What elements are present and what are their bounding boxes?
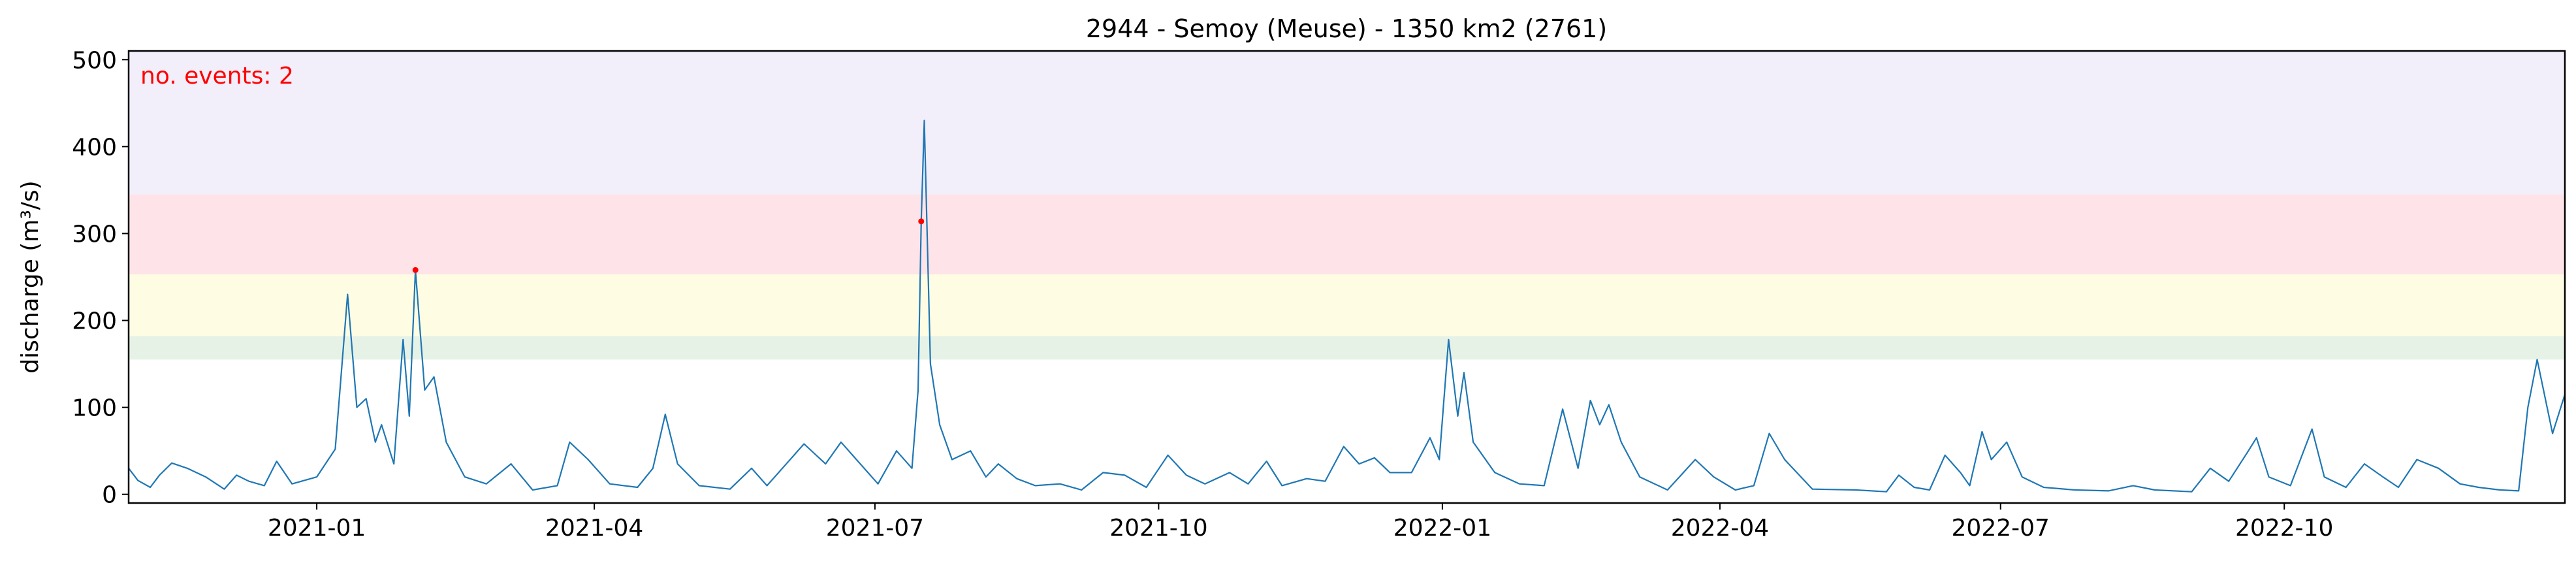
x-tick-label-1: 2021-04 bbox=[545, 515, 643, 542]
chart-title: 2944 - Semoy (Meuse) - 1350 km2 (2761) bbox=[1086, 14, 1607, 43]
y-tick-label-0: 0 bbox=[102, 482, 117, 509]
x-tick-label-5: 2022-04 bbox=[1671, 515, 1769, 542]
y-tick-label-2: 200 bbox=[72, 308, 117, 335]
event-count-annotation: no. events: 2 bbox=[140, 63, 294, 89]
x-tick-label-2: 2021-07 bbox=[826, 515, 924, 542]
y-tick-label-1: 100 bbox=[72, 395, 117, 422]
x-tick-label-0: 2021-01 bbox=[268, 515, 366, 542]
plot-frame bbox=[127, 50, 2566, 504]
y-tick-label-5: 500 bbox=[72, 47, 117, 74]
x-tick-label-3: 2021-10 bbox=[1109, 515, 1207, 542]
event-marker-1 bbox=[918, 218, 925, 225]
series-line-0 bbox=[128, 120, 2566, 493]
threshold-band-0 bbox=[129, 336, 2565, 360]
y-tick-label-4: 400 bbox=[72, 134, 117, 161]
x-tick-label-7: 2022-10 bbox=[2235, 515, 2333, 542]
threshold-bands bbox=[129, 51, 2565, 360]
threshold-band-3 bbox=[129, 51, 2565, 195]
event-markers bbox=[412, 218, 925, 273]
x-tick-label-4: 2022-01 bbox=[1393, 515, 1491, 542]
y-axis-label: discharge (m³/s) bbox=[17, 180, 44, 373]
x-tick-label-6: 2022-07 bbox=[1952, 515, 2050, 542]
threshold-band-1 bbox=[129, 274, 2565, 336]
series-layer bbox=[128, 120, 2566, 493]
y-axis: 0 100 200 300 400 500 bbox=[72, 47, 129, 509]
y-tick-label-3: 300 bbox=[72, 221, 117, 248]
threshold-band-2 bbox=[129, 194, 2565, 275]
x-axis: 2021-01 2021-04 2021-07 2021-10 2022-01 2022-… bbox=[268, 503, 2333, 542]
event-marker-0 bbox=[412, 267, 419, 273]
